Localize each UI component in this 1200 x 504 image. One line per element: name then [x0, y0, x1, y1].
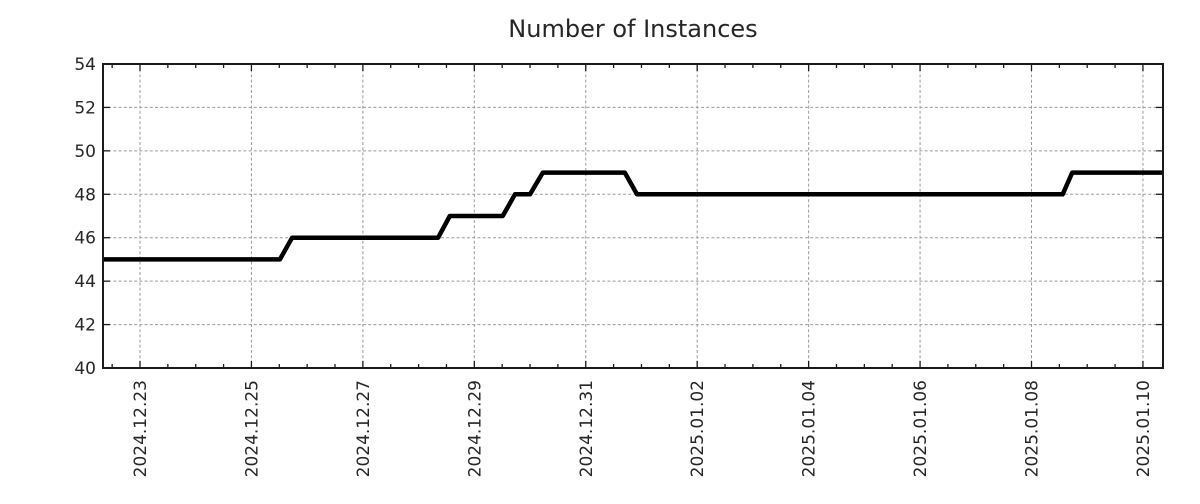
x-tick-label: 2025.01.08	[1023, 380, 1043, 477]
x-tick-label: 2024.12.25	[242, 380, 262, 477]
y-tick-label: 50	[74, 142, 96, 162]
y-tick-label: 52	[74, 98, 96, 118]
x-tick-label: 2024.12.27	[354, 380, 374, 477]
y-tick-label: 40	[74, 359, 96, 379]
y-tick-label: 44	[74, 272, 96, 292]
x-tick-label: 2025.01.04	[800, 380, 820, 477]
y-tick-label: 46	[74, 229, 96, 249]
plot-border-rect	[102, 63, 1164, 369]
x-tick-label: 2025.01.06	[911, 380, 931, 477]
x-axis-labels: 2024.12.23 2024.12.25 2024.12.27 2024.12.29…	[131, 380, 1154, 477]
y-tick-label: 42	[74, 316, 96, 336]
chart-title: Number of Instances	[508, 15, 757, 43]
series-line-instances	[103, 170, 1163, 262]
x-tick-label: 2025.01.10	[1134, 380, 1154, 477]
x-tick-label: 2024.12.31	[577, 380, 597, 477]
x-tick-label: 2025.01.02	[688, 380, 708, 477]
axis-ticks	[103, 63, 1163, 369]
y-tick-label: 48	[74, 185, 96, 205]
y-tick-label: 54	[74, 55, 96, 75]
plot-border	[102, 63, 1164, 369]
x-tick-label: 2024.12.23	[131, 380, 151, 477]
gridlines	[103, 64, 1163, 368]
series-layer	[103, 170, 1163, 262]
x-tick-label: 2024.12.29	[465, 380, 485, 477]
y-axis-labels: 40 42 44 46 48 50 52 54	[74, 55, 96, 379]
